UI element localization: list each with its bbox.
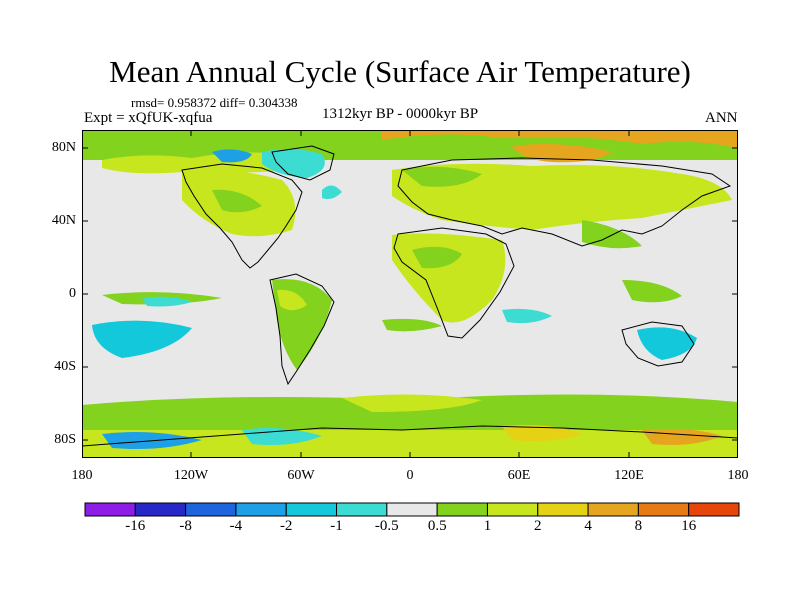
lon-label-180e: 180 [727,468,749,483]
lat-label-40s: 40S [54,359,76,374]
colorbar-label: 0.5 [427,518,447,534]
lon-label-60e: 60E [507,468,531,483]
axis-ticks [82,130,738,458]
experiment-label: Expt = xQfUK-xqfua [84,110,213,126]
colorbar-box [537,502,589,517]
colorbar-box [185,502,237,517]
lon-label-120e: 120E [614,468,644,483]
colorbar-box [235,502,287,517]
lat-label-0: 0 [69,286,76,301]
colorbar-box [134,502,187,517]
colorbar-label: -1 [330,518,343,534]
colorbar-label: -8 [179,518,192,534]
colorbar-box [84,502,136,517]
colorbar-label: -4 [229,518,243,534]
colorbar [84,502,740,517]
lon-label-0: 0 [406,468,414,483]
colorbar-label: 2 [534,518,542,534]
season-label: ANN [705,110,738,126]
lon-label-120w: 120W [173,468,209,483]
stats-text: rmsd= 0.958372 diff= 0.304338 [131,95,298,110]
colorbar-box [486,502,539,517]
colorbar-box [285,502,338,517]
coastlines [82,145,739,447]
lat-label-80n: 80N [51,140,76,155]
colorbar-box [637,502,690,517]
lat-label-80s: 80S [54,432,76,447]
lat-label-40n: 40N [51,213,76,228]
temperature-anomaly-map [82,130,739,458]
colorbar-label: -2 [279,518,293,534]
colorbar-box [386,502,438,517]
period-label: 1312kyr BP - 0000kyr BP [322,106,479,122]
lon-label-60w: 60W [287,468,315,483]
colorbar-label: 8 [634,518,643,534]
chart-title: Mean Annual Cycle (Surface Air Temperatu… [109,54,691,89]
colorbar-box [336,502,388,517]
colorbar-box [587,502,639,517]
anomaly-fields [82,130,738,458]
colorbar-label: 4 [584,518,592,534]
colorbar-label: 16 [681,518,697,534]
colorbar-label: -0.5 [374,518,399,534]
lon-label-180w: 180 [71,468,93,483]
colorbar-label: -16 [125,518,146,534]
colorbar-box [688,502,740,517]
colorbar-box [436,502,488,517]
colorbar-label: 1 [483,518,492,534]
